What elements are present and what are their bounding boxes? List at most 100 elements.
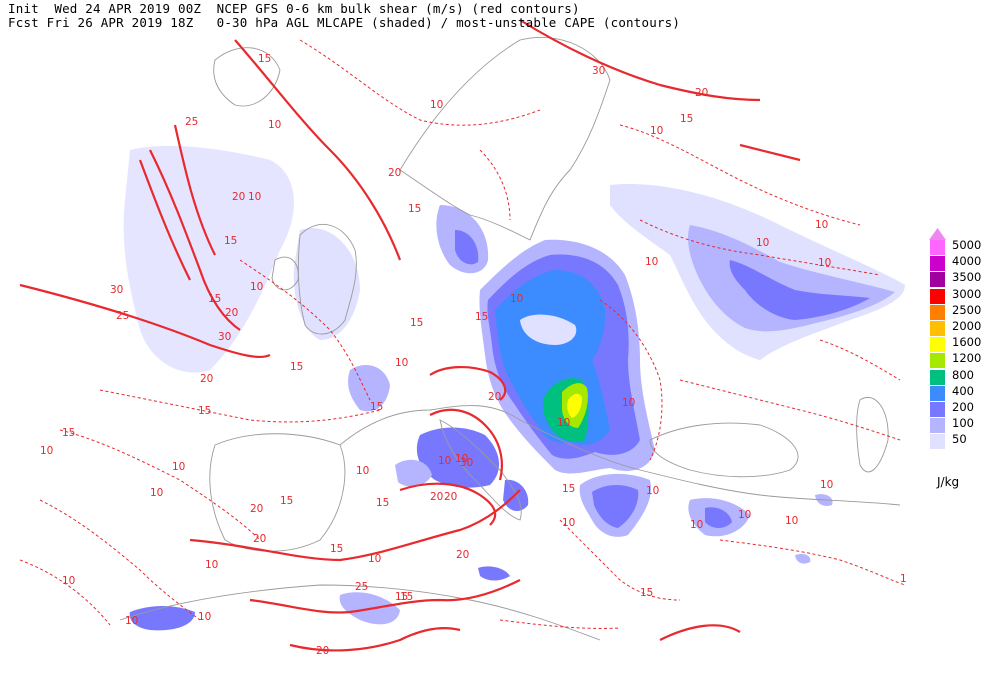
contour-label: 20 [456,549,469,561]
shear-contour-arctic [519,19,761,102]
contour-label: 30 [460,457,473,469]
contour-label: 10 [820,479,833,491]
contour-label: 20 [316,645,329,657]
legend-label: 5000 [952,238,982,252]
contour-label: 10 [62,575,75,587]
shear-contour-dash-9 [679,379,901,441]
header-forecast-line: Fcst Fri 26 APR 2019 18Z 0-30 hPa AGL ML… [8,15,681,30]
cape-area-atlantic [123,145,294,373]
shear-contour-dash-6 [59,429,261,541]
cape-area-sicily [478,566,510,581]
contour-label: 20 [225,307,238,319]
cape-area-uk [293,228,360,340]
cape-area-yellow [567,393,582,418]
contour-label: 1 [900,573,907,585]
shear-contour-dash-5 [99,389,381,423]
legend-swatch [930,321,945,336]
shear-contour-dash-12 [479,149,511,221]
contour-label: 15 [198,405,211,417]
shear-contour-30-atlantic [149,149,241,331]
legend-label: 400 [952,383,974,398]
contour-label: 10 [510,293,523,305]
contour-label: 30 [218,331,231,343]
contour-label: 15 [408,203,421,215]
legend-swatch [930,402,945,417]
contour-label: 10 [150,487,163,499]
contour-label: 10 [250,281,263,293]
contour-label: 10 [125,615,138,627]
contour-label: 15 [224,235,237,247]
shear-contour-20-atlantic [19,283,271,359]
legend-label: 4000 [952,254,982,269]
contour-label: 15 [258,53,271,65]
contour-label: 10 [205,559,218,571]
coast-scandinavia [399,36,611,241]
contour-label: 10 [430,99,443,111]
legend-swatch [930,385,945,401]
contour-label: 20 [430,491,443,503]
contour-label: 10 [738,509,751,521]
contour-label: 10 [198,611,211,623]
legend-swatch [930,304,945,320]
contour-label: 15 [410,317,423,329]
coastlines [119,36,901,641]
shear-contour-dash-1 [299,39,541,126]
cape-area-tyrrhenian [395,459,432,487]
legend-swatch [930,369,945,385]
contour-label: 10 [172,461,185,473]
shear-contour-dash-10 [559,519,681,601]
contour-label: 10 [455,453,468,465]
contour-label: 10 [368,553,381,565]
contour-label: 10 [650,125,663,137]
contour-label: 25 [185,116,198,128]
legend-label: 2500 [952,302,982,317]
coast-black-sea [649,422,799,478]
legend-swatch [930,256,945,272]
legend-label: 200 [952,400,974,414]
coast-greenland [213,47,281,107]
cape-area-italy [416,427,500,488]
contour-label: 10 [818,257,831,269]
contour-label: 10 [40,445,53,457]
contour-label: 15 [370,401,383,413]
shear-contour-dash-7 [39,499,201,621]
legend-label: 1200 [952,351,982,366]
contour-label: 15 [376,497,389,509]
coast-british-isles [297,223,357,335]
contour-label: 10 [557,417,570,429]
coast-italy [439,419,522,521]
legend-swatch [930,337,945,353]
coast-iberia [209,433,346,552]
coast-mainland [339,405,901,506]
contour-label: 10 [756,237,769,249]
contour-label: 15 [475,311,488,323]
contour-label: 20 [200,373,213,385]
contour-label: 15 [280,495,293,507]
contour-label: 30 [110,284,123,296]
contour-label: 10 [690,519,703,531]
cape-area-france [348,365,390,412]
legend-top-arrow [929,228,946,240]
contour-label: 15 [290,361,303,373]
contour-label: 15 [208,293,221,305]
shear-contour-jet-b [173,124,216,256]
shear-contour-dash-8 [599,299,663,461]
shear-contour-dash-3 [639,219,881,276]
legend-swatch [930,434,945,450]
legend-swatch [930,240,945,255]
contour-label: 25 [355,581,368,593]
cape-area-russia-core [729,260,870,320]
cape-shading [123,145,905,631]
contour-label: 10 [622,397,635,409]
legend-label: 800 [952,367,974,382]
shear-contour-sahara [289,626,461,652]
contour-label: 15 [62,427,75,439]
contour-label: 15 [562,483,575,495]
cape-area-baltic-core [455,230,479,265]
contour-label: 15 [680,113,693,125]
contour-label: 30 [592,65,605,77]
shear-contour-alps [429,365,507,401]
contour-label: 20 [488,391,501,403]
contour-label: 10 [785,515,798,527]
shear-contour-med-2 [249,579,521,614]
